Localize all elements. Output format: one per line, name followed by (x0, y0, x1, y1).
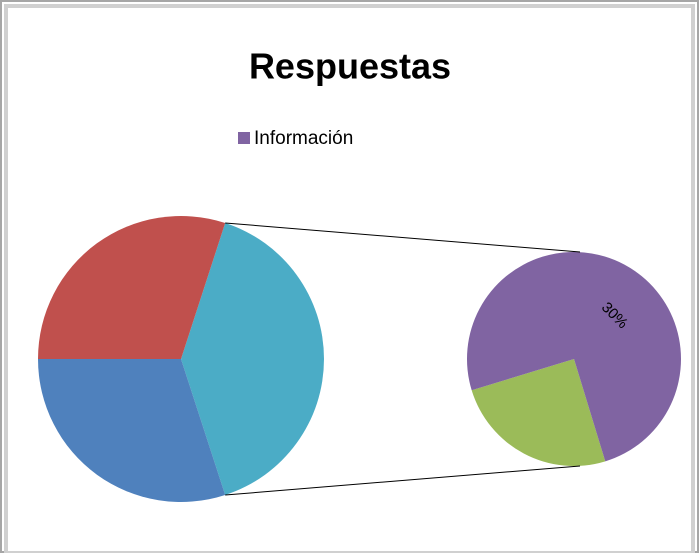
connector-line (225, 465, 581, 496)
plot: 30% (38, 216, 681, 502)
legend-swatch (238, 132, 250, 144)
pie-slice (38, 216, 226, 359)
chart-frame-inner (4, 4, 695, 553)
legend-label: Información (254, 128, 353, 149)
legend: Información (238, 128, 353, 149)
pie-slice (467, 251, 681, 462)
connector-line (225, 222, 581, 253)
pie-slice (471, 359, 606, 466)
pie-slice (38, 359, 226, 502)
pie-slice-other (181, 222, 324, 496)
chart-title: Respuestas (249, 46, 451, 87)
